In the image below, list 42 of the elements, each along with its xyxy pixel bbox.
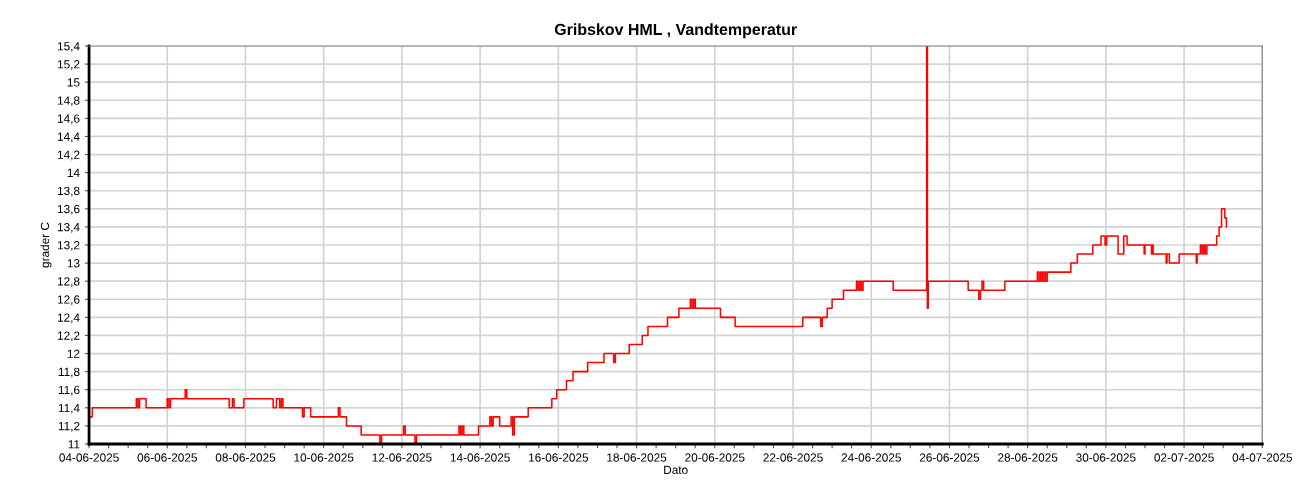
x-tick-label: 14-06-2025 [450, 453, 510, 462]
y-tick-label: 13,4 [57, 222, 80, 233]
x-tick-label: 22-06-2025 [763, 453, 823, 462]
x-tick-label: 16-06-2025 [529, 453, 589, 462]
x-tick-label: 06-06-2025 [137, 453, 197, 462]
y-tick-label: 12,4 [57, 313, 80, 324]
y-tick-label: 11,6 [58, 385, 80, 396]
y-tick-label: 13,2 [57, 241, 80, 251]
x-tick-label: 26-06-2025 [919, 453, 980, 462]
x-tick-label: 10-06-2025 [294, 453, 354, 462]
y-tick-label: 11,4 [58, 403, 80, 414]
x-tick-label: 30-06-2025 [1076, 453, 1136, 462]
y-tick-label: 14 [67, 168, 80, 177]
x-tick-label: 12-06-2025 [372, 453, 432, 462]
y-tick-label: 11,2 [58, 421, 80, 432]
y-tick-label: 14,2 [57, 150, 80, 161]
y-tick-label: 14,4 [57, 132, 80, 143]
y-tick-label: 15 [67, 78, 80, 87]
y-tick-label: 14,8 [57, 96, 80, 107]
y-tick-label: 13,6 [57, 204, 80, 215]
y-tick-label: 11 [68, 440, 80, 449]
y-tick-label: 13 [67, 259, 80, 268]
y-tick-label: 12,2 [57, 331, 80, 342]
x-tick-label: 04-07-2025 [1232, 453, 1292, 462]
y-tick-label: 15,4 [57, 42, 80, 52]
x-tick-label: 02-07-2025 [1154, 453, 1214, 462]
x-axis-title: Dato [664, 465, 688, 475]
y-tick-label: 13,8 [57, 186, 80, 197]
x-tick-label: 18-06-2025 [607, 453, 667, 462]
y-tick-label: 14,6 [57, 114, 80, 125]
y-axis-title: grader C [40, 222, 52, 268]
y-tick-label: 15,2 [57, 60, 80, 70]
x-tick-label: 20-06-2025 [685, 453, 745, 462]
x-tick-label: 08-06-2025 [215, 453, 276, 462]
chart-title: Gribskov HML , Vandtemperatur [554, 23, 797, 39]
y-tick-label: 12 [67, 349, 80, 358]
y-tick-label: 12,6 [57, 295, 80, 306]
y-tick-label: 12,8 [57, 277, 80, 287]
x-tick-label: 24-06-2025 [841, 453, 901, 462]
x-tick-label: 04-06-2025 [59, 453, 119, 462]
x-tick-label: 28-06-2025 [998, 453, 1058, 462]
y-tick-label: 11,8 [58, 367, 80, 378]
